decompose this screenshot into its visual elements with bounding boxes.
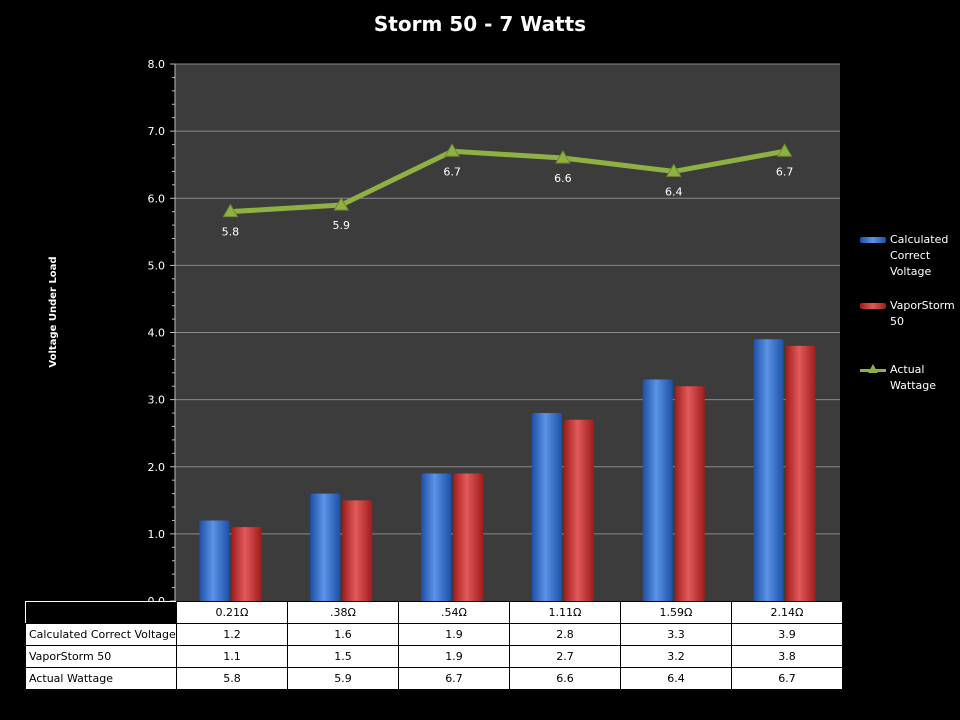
table-cell: 6.7 xyxy=(398,667,510,690)
table-cell: 1.1 xyxy=(176,645,288,668)
table-row: VaporStorm 50 1.1 1.5 1.9 2.7 3.2 3.8 xyxy=(25,645,843,668)
y-tick-label: 3.0 xyxy=(148,394,166,407)
y-tick-label: 7.0 xyxy=(148,125,166,138)
table-cell: 1.9 xyxy=(398,645,510,668)
table-cell: 3.9 xyxy=(731,623,843,646)
bar-vaporstorm xyxy=(453,473,484,601)
legend-swatch-vaporstorm xyxy=(860,303,886,309)
wattage-data-label: 5.9 xyxy=(333,219,351,232)
table-cell: 2.7 xyxy=(509,645,621,668)
table-corner xyxy=(25,601,177,624)
table-row-label: Calculated Correct Voltage xyxy=(25,623,177,646)
y-tick-label: 6.0 xyxy=(148,192,166,205)
bar-vaporstorm xyxy=(785,345,816,601)
table-cell: 3.2 xyxy=(620,645,732,668)
wattage-marker xyxy=(222,203,239,218)
legend-label-calculated: Calculated Correct Voltage xyxy=(890,233,949,278)
y-tick-label: 5.0 xyxy=(148,259,166,272)
wattage-data-label: 6.7 xyxy=(443,165,461,178)
table-header-cell: .54Ω xyxy=(398,601,510,624)
data-table: 0.21Ω .38Ω .54Ω 1.11Ω 1.59Ω 2.14Ω Calcul… xyxy=(25,601,843,690)
table-header-row: 0.21Ω .38Ω .54Ω 1.11Ω 1.59Ω 2.14Ω xyxy=(25,601,843,624)
wattage-data-label: 5.8 xyxy=(222,226,240,239)
wattage-marker xyxy=(776,143,793,157)
table-row-label: VaporStorm 50 xyxy=(25,645,177,668)
table-cell: 1.5 xyxy=(287,645,399,668)
table-row-label: Actual Wattage xyxy=(25,667,177,690)
wattage-marker xyxy=(444,143,460,157)
table-header-cell: 2.14Ω xyxy=(731,601,843,624)
table-header-cell: 0.21Ω xyxy=(176,601,288,624)
wattage-marker xyxy=(555,149,571,164)
table-cell: 3.8 xyxy=(731,645,843,668)
table-header-cell: 1.59Ω xyxy=(620,601,732,624)
table-cell: 1.2 xyxy=(176,623,288,646)
table-row: Calculated Correct Voltage 1.2 1.6 1.9 2… xyxy=(25,623,843,646)
bar-vaporstorm xyxy=(231,527,262,601)
table-header-cell: .38Ω xyxy=(287,601,399,624)
wattage-marker xyxy=(333,196,350,211)
table-cell: 5.9 xyxy=(287,667,399,690)
wattage-marker xyxy=(665,163,682,177)
table-cell: 6.7 xyxy=(731,667,843,690)
table-cell: 3.3 xyxy=(620,623,732,646)
wattage-data-label: 6.6 xyxy=(554,172,572,185)
bar-calculated xyxy=(199,520,230,601)
y-tick-label: 2.0 xyxy=(148,461,166,474)
bar-calculated xyxy=(753,339,784,601)
bar-vaporstorm xyxy=(342,500,373,601)
bar-calculated xyxy=(310,493,341,601)
wattage-data-label: 6.4 xyxy=(665,185,683,198)
legend-swatch-calculated xyxy=(860,237,886,243)
table-cell: 1.6 xyxy=(287,623,399,646)
table-cell: 5.8 xyxy=(176,667,288,690)
table-cell: 2.8 xyxy=(509,623,621,646)
chart-title: Storm 50 - 7 Watts xyxy=(373,12,587,36)
table-cell: 6.6 xyxy=(509,667,621,690)
y-tick-label: 4.0 xyxy=(148,327,166,340)
bar-vaporstorm xyxy=(563,419,594,601)
legend-label-vaporstorm: VaporStorm 50 xyxy=(890,299,955,328)
table-cell: 6.4 xyxy=(620,667,732,690)
wattage-data-label: 6.7 xyxy=(776,165,794,178)
wattage-line xyxy=(230,148,786,215)
y-tick-label: 1.0 xyxy=(148,528,166,541)
triangle-marker-icon xyxy=(868,364,878,373)
bar-calculated xyxy=(421,473,452,601)
table-header-cell: 1.11Ω xyxy=(509,601,621,624)
legend-label-wattage: Actual Wattage xyxy=(890,363,937,392)
y-tick-label: 8.0 xyxy=(148,58,166,71)
table-cell: 1.9 xyxy=(398,623,510,646)
bar-vaporstorm xyxy=(674,386,705,601)
bar-calculated xyxy=(642,379,673,601)
bar-calculated xyxy=(531,413,562,601)
table-row: Actual Wattage 5.8 5.9 6.7 6.6 6.4 6.7 xyxy=(25,667,843,690)
